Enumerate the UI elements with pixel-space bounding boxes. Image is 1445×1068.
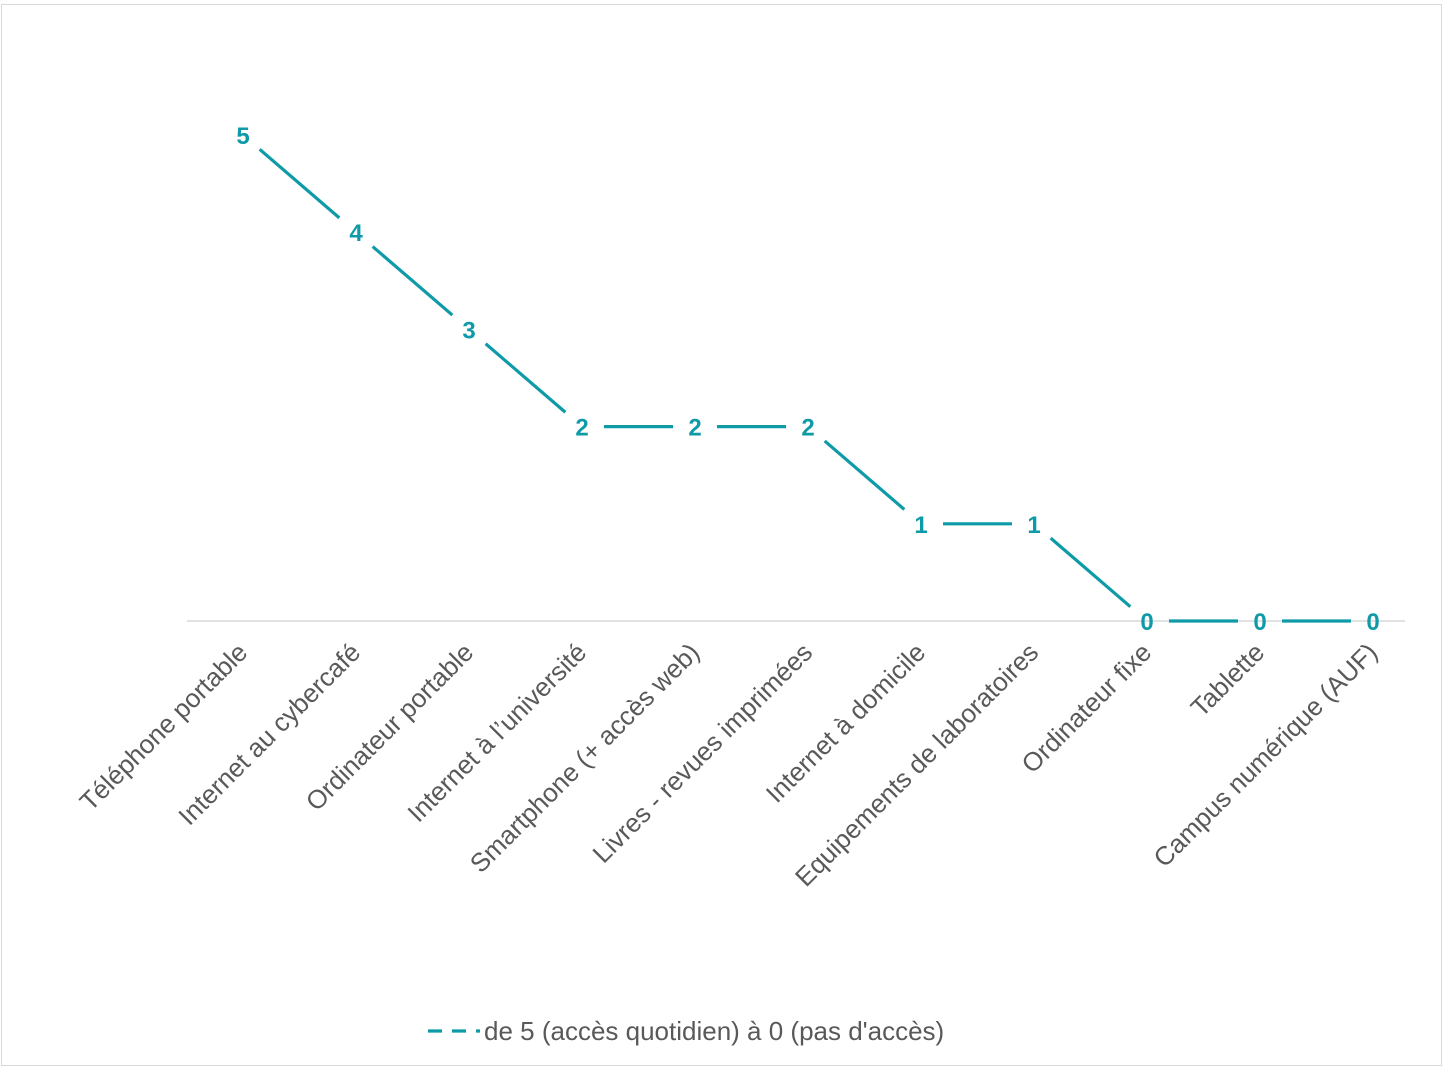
series-line-segment: [258, 148, 341, 220]
x-tick-label: Smartphone (+ accès web): [464, 637, 705, 878]
data-label: 1: [1027, 512, 1040, 539]
data-label: 4: [349, 220, 363, 247]
legend-label: de 5 (accès quotidien) à 0 (pas d'accès): [484, 1016, 944, 1046]
data-label: 0: [1366, 609, 1379, 636]
series-line-segment: [823, 439, 906, 511]
data-label: 1: [914, 512, 927, 539]
data-label: 2: [688, 415, 701, 442]
series-line-segment: [371, 245, 454, 317]
x-tick-label: Livres - revues imprimées: [587, 637, 819, 869]
data-label: 0: [1253, 609, 1266, 636]
x-tick-label: Internet au cybercafé: [172, 637, 366, 831]
series-line-segment: [1049, 536, 1132, 608]
data-label: 0: [1140, 609, 1153, 636]
chart-frame: [1, 4, 1442, 1066]
x-tick-label: Equipements de laboratoires: [789, 637, 1044, 892]
x-tick-label: Campus numérique (AUF): [1147, 637, 1383, 873]
data-label: 2: [801, 415, 814, 442]
series-line-segment: [484, 342, 567, 414]
data-label: 5: [236, 123, 249, 150]
data-label: 2: [575, 415, 588, 442]
data-label: 3: [462, 317, 475, 344]
x-tick-label: Tablette: [1185, 637, 1271, 723]
